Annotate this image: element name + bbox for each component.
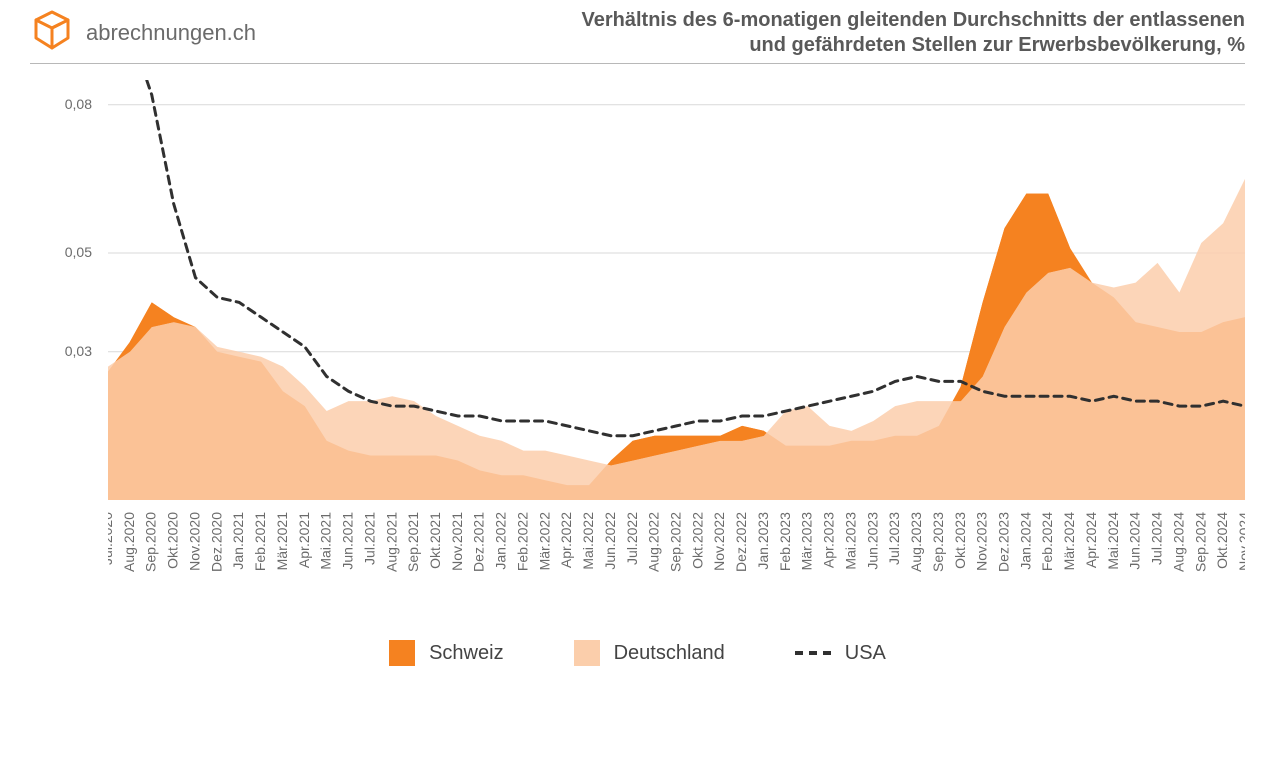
x-tick-label: Jan.2023 xyxy=(755,512,771,570)
x-tick-label: Okt.2023 xyxy=(952,512,968,569)
x-tick-label: Aug.2022 xyxy=(646,512,662,572)
x-tick-label: Sep.2024 xyxy=(1192,512,1208,572)
brand-block: abrechnungen.ch xyxy=(30,8,256,57)
x-tick-label: Jun.2021 xyxy=(340,512,356,570)
x-tick-label: Feb.2022 xyxy=(514,512,530,571)
header: abrechnungen.ch Verhältnis des 6-monatig… xyxy=(30,8,1245,64)
brand-text: abrechnungen.ch xyxy=(86,20,256,46)
x-tick-label: Sep.2023 xyxy=(930,512,946,572)
x-tick-label: Okt.2021 xyxy=(427,512,443,569)
x-tick-label: Nov.2020 xyxy=(186,512,202,571)
legend-item: Schweiz xyxy=(389,640,503,666)
x-tick-label: Dez.2023 xyxy=(995,512,1011,572)
x-tick-label: Nov.2023 xyxy=(974,512,990,571)
cube-logo-icon xyxy=(30,8,74,57)
x-tick-label: Jan.2024 xyxy=(1017,512,1033,570)
legend-dash-icon xyxy=(795,651,831,655)
x-tick-label: Jul.2023 xyxy=(886,512,902,565)
x-tick-label: Jul.2021 xyxy=(361,512,377,565)
x-tick-label: Dez.2020 xyxy=(208,512,224,572)
x-tick-label: Okt.2024 xyxy=(1214,512,1230,569)
y-tick-label: 0,08 xyxy=(65,96,92,112)
legend-label: Schweiz xyxy=(429,642,503,665)
y-axis: 0,03 0,05 0,08 xyxy=(30,80,100,500)
x-tick-label: Jul.2020 xyxy=(108,512,115,565)
legend-swatch xyxy=(389,640,415,666)
x-tick-label: Dez.2022 xyxy=(733,512,749,572)
x-tick-label: Jan.2022 xyxy=(493,512,509,570)
x-tick-label: Dez.2021 xyxy=(471,512,487,572)
x-tick-label: Jul.2024 xyxy=(1149,512,1165,565)
x-tick-label: Sep.2022 xyxy=(668,512,684,572)
x-tick-label: Jun.2024 xyxy=(1127,512,1143,570)
x-tick-label: Jun.2022 xyxy=(602,512,618,570)
legend-item: Deutschland xyxy=(574,640,725,666)
x-tick-label: Apr.2022 xyxy=(558,512,574,568)
x-tick-label: Apr.2023 xyxy=(821,512,837,568)
x-tick-label: Jul.2022 xyxy=(624,512,640,565)
legend-item: USA xyxy=(795,642,886,665)
x-tick-label: Mär.2023 xyxy=(799,512,815,571)
chart-title: Verhältnis des 6-monatigen gleitenden Du… xyxy=(582,8,1246,58)
x-tick-label: Aug.2024 xyxy=(1170,512,1186,572)
x-tick-label: Okt.2020 xyxy=(165,512,181,569)
area-deutschland xyxy=(108,179,1245,500)
y-tick-label: 0,05 xyxy=(65,244,92,260)
x-axis: Jul.2020 Aug.2020 Sep.2020 Okt.2020 Nov.2020… xyxy=(108,500,1245,620)
x-tick-label: Sep.2021 xyxy=(405,512,421,572)
legend: Schweiz Deutschland USA xyxy=(0,640,1275,666)
legend-label: Deutschland xyxy=(614,642,725,665)
x-tick-label: Mai.2021 xyxy=(318,512,334,570)
x-tick-label: Mai.2023 xyxy=(842,512,858,570)
x-tick-label: Apr.2024 xyxy=(1083,512,1099,568)
x-tick-label: Mär.2024 xyxy=(1061,512,1077,571)
legend-swatch xyxy=(574,640,600,666)
x-tick-label: Okt.2022 xyxy=(689,512,705,569)
x-tick-label: Feb.2021 xyxy=(252,512,268,571)
x-tick-label: Jan.2021 xyxy=(230,512,246,570)
y-tick-label: 0,03 xyxy=(65,343,92,359)
x-tick-label: Nov.2022 xyxy=(711,512,727,571)
chart-canvas xyxy=(108,80,1245,500)
x-tick-label: Mär.2021 xyxy=(274,512,290,571)
x-tick-label: Apr.2021 xyxy=(296,512,312,568)
x-tick-label: Jun.2023 xyxy=(864,512,880,570)
x-tick-label: Nov.2024 xyxy=(1236,512,1245,571)
x-tick-label: Mär.2022 xyxy=(536,512,552,571)
x-tick-label: Aug.2020 xyxy=(121,512,137,572)
x-tick-label: Feb.2023 xyxy=(777,512,793,571)
x-tick-label: Aug.2021 xyxy=(383,512,399,572)
x-tick-label: Mai.2024 xyxy=(1105,512,1121,570)
x-tick-label: Mai.2022 xyxy=(580,512,596,570)
legend-label: USA xyxy=(845,642,886,665)
x-tick-label: Nov.2021 xyxy=(449,512,465,571)
x-tick-label: Feb.2024 xyxy=(1039,512,1055,571)
x-tick-label: Aug.2023 xyxy=(908,512,924,572)
x-tick-label: Sep.2020 xyxy=(143,512,159,572)
